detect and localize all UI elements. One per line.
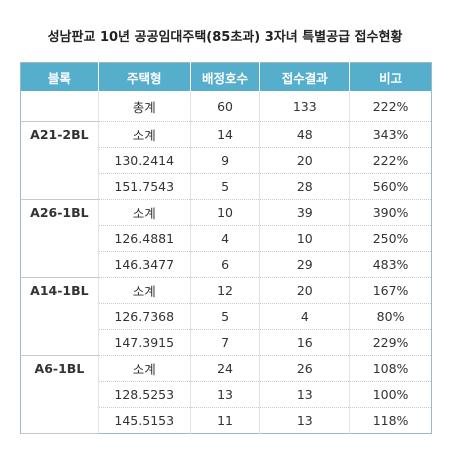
row: A26-1BL 소계 10 39 390%: [20, 199, 432, 278]
cell: 128.5253: [97, 381, 191, 408]
cell: 26: [259, 355, 350, 382]
cell: 118%: [349, 407, 432, 434]
cell: 5: [189, 303, 260, 330]
cell: 4: [259, 303, 350, 330]
row: A14-1BL 소계 12 20 167%: [20, 277, 432, 356]
cell: 13: [189, 381, 260, 408]
cell: 6: [189, 251, 260, 278]
header-cell: 접수결과: [259, 62, 350, 91]
row: 126.7368 5 4 80%: [21, 303, 432, 330]
cell: 20: [259, 147, 350, 174]
cell: 126.4881: [97, 225, 191, 252]
cell: 29: [259, 251, 350, 278]
row: 147.3915 7 16 229%: [21, 329, 432, 356]
cell: 222%: [349, 147, 432, 174]
cell: 28: [259, 173, 350, 200]
row: 145.5153 11 13 118%: [21, 407, 432, 434]
row: 146.3477 6 29 483%: [21, 251, 432, 278]
cell: [20, 91, 99, 122]
cell: 소계: [97, 199, 191, 226]
cell: 소계: [97, 277, 191, 304]
cell: 소계: [97, 121, 191, 148]
cell: 13: [259, 381, 350, 408]
cell: 24: [189, 355, 260, 382]
block-cell: A6-1BL: [20, 355, 99, 434]
cell: 16: [259, 329, 350, 356]
cell: 48: [259, 121, 350, 148]
cell: 13: [259, 407, 350, 434]
cell: 7: [189, 329, 260, 356]
cell: 10: [259, 225, 350, 252]
header-cell: 비고: [349, 62, 432, 91]
table: 블록 주택형 배정호수 접수결과 비고 총계 60 133 222% A21-2BL 소계 14 48…: [20, 62, 432, 434]
header-cell: 블록: [20, 62, 99, 91]
cell: 5: [189, 173, 260, 200]
cell: 250%: [349, 225, 432, 252]
cell: 20: [259, 277, 350, 304]
cell: 총계: [97, 91, 191, 122]
cell: 146.3477: [97, 251, 191, 278]
block-cell: A26-1BL: [20, 199, 99, 278]
cell: 130.2414: [97, 147, 191, 174]
cell: 39: [259, 199, 350, 226]
cell: 11: [189, 407, 260, 434]
cell: 167%: [349, 277, 432, 304]
cell: 147.3915: [97, 329, 191, 356]
header-cell: 주택형: [97, 62, 191, 91]
cell: 14: [189, 121, 260, 148]
table-body: 총계 60 133 222% A21-2BL 소계 14 48 343% 130.2414 9 20 2…: [20, 91, 432, 434]
cell: 12: [189, 277, 260, 304]
total-row: 총계 60 133 222%: [20, 91, 432, 122]
cell: 126.7368: [97, 303, 191, 330]
cell: 145.5153: [97, 407, 191, 434]
title: 성남판교 10년 공공임대주택(85초과) 3자녀 특별공급 접수현황: [47, 30, 403, 45]
cell: 229%: [349, 329, 432, 356]
cell: 222%: [349, 91, 432, 122]
cell: 390%: [349, 199, 432, 226]
cell: 151.7543: [97, 173, 191, 200]
cell: 100%: [349, 381, 432, 408]
cell: 4: [189, 225, 260, 252]
cell: 60: [189, 91, 260, 122]
cell: 108%: [349, 355, 432, 382]
row: 130.2414 9 20 222%: [21, 147, 432, 174]
cell: 9: [189, 147, 260, 174]
row: 128.5253 13 13 100%: [21, 381, 432, 408]
block-cell: A21-2BL: [20, 121, 99, 200]
cell: 80%: [349, 303, 432, 330]
row: 126.4881 4 10 250%: [21, 225, 432, 252]
cell: 560%: [349, 173, 432, 200]
cell: 483%: [349, 251, 432, 278]
block-cell: A14-1BL: [20, 277, 99, 356]
row: A21-2BL 소계 14 48 343%: [20, 121, 432, 200]
header-cell: 배정호수: [189, 62, 260, 91]
row: 151.7543 5 28 560%: [21, 173, 432, 200]
cell: 소계: [97, 355, 191, 382]
cell: 10: [189, 199, 260, 226]
row: A6-1BL 소계 24 26 108%: [20, 355, 432, 434]
cell: 133: [259, 91, 350, 122]
cell: 343%: [349, 121, 432, 148]
header-row: 블록 주택형 배정호수 접수결과 비고: [20, 62, 432, 91]
